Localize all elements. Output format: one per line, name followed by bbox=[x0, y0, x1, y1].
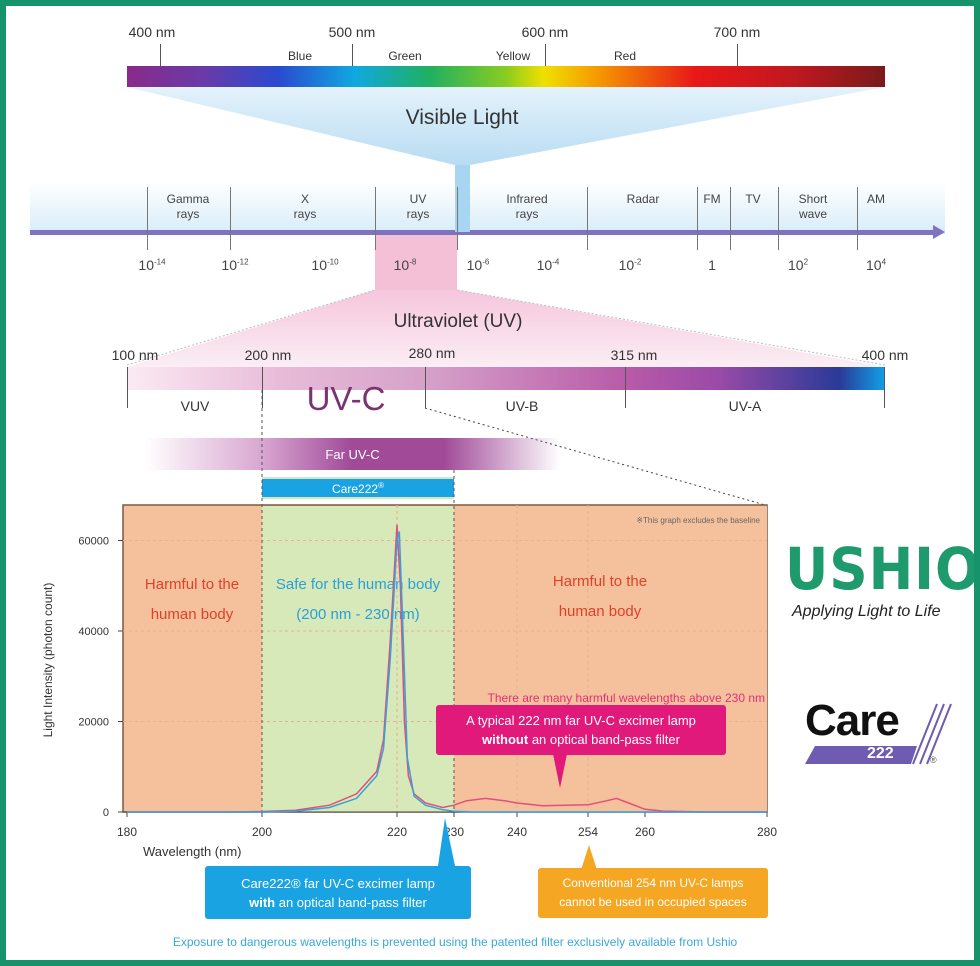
y-tick-label: 20000 bbox=[78, 717, 109, 729]
em-divider bbox=[457, 187, 458, 250]
em-divider bbox=[778, 187, 779, 250]
chart-region bbox=[454, 506, 767, 812]
uv-title: Ultraviolet (UV) bbox=[393, 311, 523, 332]
footer-note: Exposure to dangerous wavelengths is pre… bbox=[172, 935, 738, 949]
y-tick-label: 0 bbox=[103, 807, 109, 819]
em-scale-label: 10-6 bbox=[466, 257, 490, 273]
care222-label: Care222® bbox=[332, 480, 384, 496]
region-label: human body bbox=[559, 603, 642, 620]
em-band-label: FM bbox=[703, 192, 721, 206]
color-green: Green bbox=[388, 49, 422, 63]
callout-with-filter: Care222® far UV-C excimer lamp with an o… bbox=[205, 866, 471, 919]
wl-400: 400 nm bbox=[128, 24, 176, 40]
arrow-right-icon bbox=[933, 225, 945, 239]
region-label: Safe for the human body bbox=[276, 576, 441, 593]
em-scale-label: 10-4 bbox=[536, 257, 560, 273]
region-label: human body bbox=[151, 606, 234, 623]
visible-funnel bbox=[127, 87, 885, 165]
x-tick-label: 240 bbox=[507, 825, 527, 839]
callout-pointer bbox=[438, 818, 455, 866]
em-scale-label: 10-10 bbox=[311, 257, 339, 273]
em-divider bbox=[857, 187, 858, 250]
em-divider bbox=[697, 187, 698, 250]
em-scale-label: 10-8 bbox=[393, 257, 417, 273]
far-uvc-label: Far UV-C bbox=[325, 446, 380, 462]
em-scale-label: 102 bbox=[787, 257, 809, 273]
ushio-logo: USHIO bbox=[785, 535, 980, 603]
x-tick-label: 230 bbox=[444, 825, 464, 839]
chart-note: ※This graph excludes the baseline bbox=[636, 516, 760, 525]
y-tick-label: 60000 bbox=[78, 536, 109, 548]
x-axis-title: Wavelength (nm) bbox=[143, 844, 242, 859]
em-divider bbox=[587, 187, 588, 250]
uv-wl-280: 280 nm bbox=[408, 345, 456, 361]
uv-strip bbox=[375, 235, 457, 290]
band-uvb: UV-B bbox=[505, 398, 539, 414]
uv-wl-100: 100 nm bbox=[111, 347, 159, 363]
region-label: (200 nm - 230 nm) bbox=[296, 606, 419, 623]
wl-500: 500 nm bbox=[328, 24, 376, 40]
x-tick-label: 220 bbox=[387, 825, 407, 839]
em-divider bbox=[147, 187, 148, 250]
em-band-label: AM bbox=[867, 192, 885, 206]
callout-pointer bbox=[553, 754, 567, 788]
uv-wl-400: 400 nm bbox=[861, 347, 909, 363]
uv-funnel bbox=[127, 290, 885, 367]
series-without-filter bbox=[127, 524, 767, 813]
region-label: Harmful to the bbox=[145, 576, 239, 593]
em-spectrum-band bbox=[30, 182, 945, 234]
x-tick-label: 260 bbox=[635, 825, 655, 839]
region-label: Harmful to the bbox=[553, 573, 647, 590]
band-uva: UV-A bbox=[728, 398, 762, 414]
em-divider bbox=[375, 187, 376, 250]
color-yellow: Yellow bbox=[495, 49, 531, 63]
em-band-label: Radar bbox=[626, 192, 660, 206]
band-vuv: VUV bbox=[180, 398, 210, 414]
color-red: Red bbox=[613, 49, 637, 63]
care222-band: Care222® bbox=[262, 477, 454, 499]
em-divider bbox=[730, 187, 731, 250]
y-axis-title: Light Intensity (photon count) bbox=[41, 583, 55, 738]
em-scale-label: 10-2 bbox=[618, 257, 642, 273]
uv-wl-315: 315 nm bbox=[610, 347, 658, 363]
series-with-filter bbox=[127, 531, 767, 813]
em-axis bbox=[30, 230, 935, 235]
care222-logo: Care 222 ® bbox=[805, 696, 955, 776]
em-scale-label: 104 bbox=[865, 257, 887, 273]
uv-spectrum-bar bbox=[127, 367, 885, 390]
wl-700: 700 nm bbox=[713, 24, 761, 40]
callout-pointer bbox=[581, 845, 597, 870]
em-scale-label: 1 bbox=[708, 257, 716, 273]
chart-region bbox=[127, 506, 262, 812]
chart-region bbox=[262, 506, 454, 812]
x-tick-label: 180 bbox=[117, 825, 137, 839]
x-tick-label: 254 bbox=[578, 825, 598, 839]
em-band-label: Infrared rays bbox=[506, 192, 548, 221]
callout-without-filter: A typical 222 nm far UV-C excimer lamp w… bbox=[436, 705, 726, 755]
wl-600: 600 nm bbox=[521, 24, 569, 40]
visible-light-title: Visible Light bbox=[405, 106, 519, 129]
em-band-label: TV bbox=[745, 192, 761, 206]
uv-wl-200: 200 nm bbox=[244, 347, 292, 363]
em-divider bbox=[230, 187, 231, 250]
harmful-annotation: There are many harmful wavelengths above… bbox=[488, 691, 765, 705]
x-tick-label: 280 bbox=[757, 825, 777, 839]
x-tick-label: 200 bbox=[252, 825, 272, 839]
band-uvc: UV-C bbox=[306, 380, 386, 417]
callout-conventional: Conventional 254 nm UV-C lamps cannot be… bbox=[538, 868, 768, 918]
zoom-dotted-line bbox=[424, 407, 766, 506]
em-band-label: Gamma rays bbox=[166, 192, 210, 221]
em-scale-label: 10-12 bbox=[221, 257, 249, 273]
far-uvc-band: Far UV-C bbox=[145, 438, 560, 470]
ushio-tagline: Applying Light to Life bbox=[792, 603, 941, 620]
em-band-label: UV rays bbox=[406, 192, 430, 221]
em-scale-label: 10-14 bbox=[138, 257, 166, 273]
y-tick-label: 40000 bbox=[78, 626, 109, 638]
color-blue: Blue bbox=[287, 49, 313, 63]
visible-spectrum-bar bbox=[127, 66, 885, 87]
em-band-label: Short wave bbox=[798, 192, 828, 221]
